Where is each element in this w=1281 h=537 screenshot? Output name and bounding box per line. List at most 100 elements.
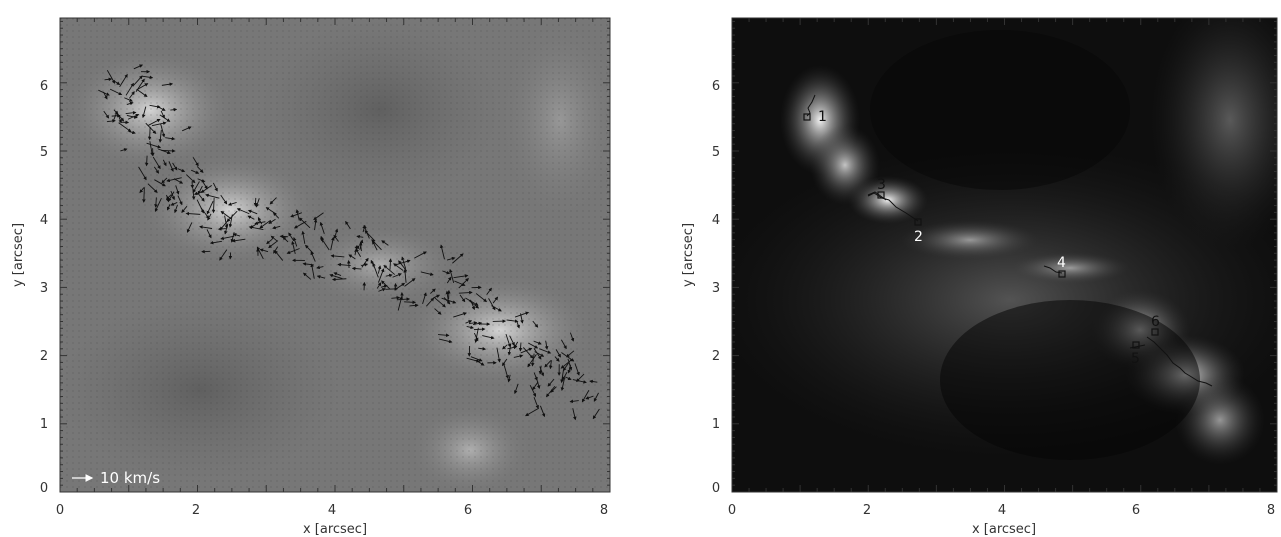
- velocity-arrow: [501, 358, 508, 367]
- right-plot-svg: 1 2 3 4 5 6 0 2 4 6 8 0 1 2 3 4 5 6 x [a…: [681, 17, 1278, 537]
- velocity-arrow: [533, 348, 542, 360]
- velocity-arrow: [585, 395, 594, 400]
- y-axis-title: y [arcsec]: [681, 223, 696, 287]
- velocity-arrow: [532, 381, 539, 391]
- x-tick-label: 6: [1132, 503, 1140, 518]
- velocity-arrow: [333, 234, 339, 242]
- velocity-arrow: [165, 194, 172, 200]
- velocity-arrow: [161, 149, 176, 153]
- velocity-arrow: [576, 373, 585, 383]
- x-tick-label: 4: [328, 503, 336, 518]
- velocity-arrow: [248, 225, 264, 231]
- velocity-arrow: [196, 166, 204, 173]
- left-axis-ticks: [59, 18, 611, 493]
- velocity-arrow: [529, 384, 537, 397]
- velocity-arrow: [554, 356, 560, 362]
- velocity-arrow: [569, 332, 575, 342]
- velocity-arrow: [329, 273, 343, 280]
- velocity-arrow: [212, 182, 218, 192]
- velocity-arrow: [161, 177, 168, 184]
- velocity-arrow: [564, 376, 572, 380]
- velocity-arrow: [496, 347, 501, 363]
- velocity-arrow: [528, 342, 539, 349]
- x-tick-label: 2: [192, 503, 200, 518]
- velocity-arrow: [197, 192, 205, 202]
- velocity-arrow: [172, 162, 178, 171]
- velocity-arrow: [404, 278, 416, 287]
- velocity-arrow: [165, 136, 176, 141]
- velocity-arrow: [220, 210, 232, 220]
- y-tick-label: 1: [40, 417, 48, 432]
- y-tick-label: 2: [712, 349, 720, 364]
- track-6: [1146, 336, 1213, 387]
- velocity-arrow: [185, 174, 196, 184]
- velocity-arrow: [378, 288, 386, 292]
- velocity-arrow: [589, 379, 598, 384]
- velocity-arrow: [560, 370, 564, 384]
- velocity-arrow: [220, 194, 228, 205]
- velocity-arrow: [516, 321, 520, 329]
- velocity-arrow: [126, 115, 138, 119]
- x-tick-label: 8: [1267, 503, 1275, 518]
- velocity-arrow: [363, 224, 370, 239]
- velocity-arrow: [255, 198, 260, 208]
- velocity-arrow: [197, 178, 206, 183]
- velocity-arrow: [192, 157, 199, 167]
- y-tick-label: 4: [40, 213, 48, 228]
- x-tick-label: 4: [998, 503, 1006, 518]
- velocity-arrow: [466, 325, 474, 330]
- velocity-arrow: [269, 197, 277, 205]
- velocity-arrow: [458, 277, 469, 289]
- velocity-arrow: [547, 378, 555, 387]
- velocity-arrow: [566, 350, 575, 358]
- velocity-arrow: [266, 238, 273, 245]
- velocity-arrow: [459, 294, 466, 303]
- velocity-arrow: [385, 273, 393, 278]
- velocity-arrow: [236, 208, 250, 215]
- velocity-arrow: [527, 354, 537, 368]
- left-panel: 0 2 4 6 8 0 1 2 3 4 5 6 x [arcsec] y [ar…: [0, 0, 640, 537]
- y-tick-label: 6: [712, 79, 720, 94]
- velocity-arrow: [151, 121, 167, 127]
- marker-label-4: 4: [1057, 255, 1066, 271]
- velocity-arrow: [147, 126, 152, 141]
- velocity-arrow: [319, 221, 325, 234]
- velocity-arrow: [354, 245, 360, 252]
- velocity-arrow: [127, 113, 140, 120]
- velocity-arrow: [268, 218, 276, 224]
- velocity-arrow: [465, 297, 479, 306]
- velocity-arrow: [372, 240, 378, 251]
- velocity-arrow: [381, 280, 391, 290]
- velocity-arrow: [453, 312, 467, 318]
- velocity-arrow: [257, 217, 263, 225]
- velocity-arrow: [196, 199, 204, 214]
- velocity-arrow: [136, 89, 148, 98]
- velocity-arrow: [401, 256, 407, 269]
- velocity-arrow: [560, 339, 567, 350]
- y-tick-label: 0: [40, 481, 48, 496]
- velocity-arrow: [145, 122, 157, 135]
- velocity-arrow: [270, 235, 278, 242]
- velocity-arrow: [166, 177, 182, 183]
- velocity-arrow: [174, 204, 178, 214]
- velocity-arrow: [201, 180, 208, 190]
- velocity-arrow: [522, 347, 534, 359]
- velocity-arrow: [525, 407, 539, 417]
- velocity-arrow: [470, 356, 483, 362]
- velocity-arrow: [170, 190, 175, 201]
- velocity-arrow: [361, 263, 369, 267]
- velocity-arrow: [446, 276, 452, 284]
- marker-box-6: [1151, 328, 1159, 336]
- velocity-arrow: [430, 288, 436, 294]
- velocity-arrow: [128, 130, 136, 135]
- velocity-arrow: [220, 235, 235, 241]
- x-tick-label: 8: [600, 503, 608, 518]
- velocity-legend: 10 km/s: [100, 469, 160, 487]
- velocity-arrow: [397, 295, 403, 311]
- velocity-arrow: [592, 408, 600, 420]
- y-tick-label: 0: [712, 481, 720, 496]
- velocity-arrow: [574, 363, 580, 376]
- velocity-arrow: [185, 211, 201, 216]
- velocity-arrow: [313, 212, 324, 221]
- velocity-arrow: [193, 190, 203, 196]
